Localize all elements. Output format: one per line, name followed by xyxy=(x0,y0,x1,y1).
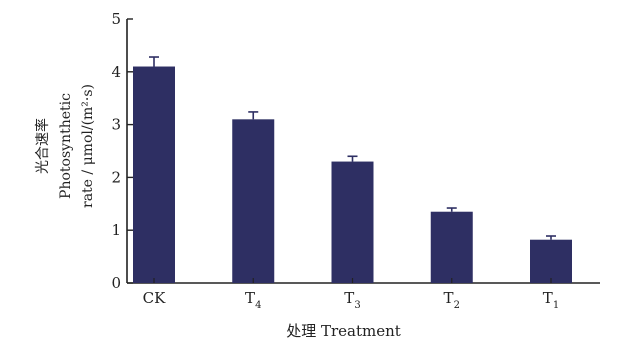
y-tick-label: 2 xyxy=(111,168,121,186)
x-tick-label: CK xyxy=(143,289,166,307)
x-axis-label: 处理 Treatment xyxy=(286,322,401,340)
bar xyxy=(331,161,374,283)
bar xyxy=(530,239,572,283)
ticks: 0 1 2 3 4 5 CK T4 T3 T2 T1 xyxy=(111,10,559,311)
x-tick-label: T2 xyxy=(444,289,460,311)
y-axis-label-line: 光合速率 xyxy=(34,118,51,174)
y-tick-label: 1 xyxy=(111,221,121,239)
x-tick-label: T1 xyxy=(543,289,559,311)
bar xyxy=(133,66,175,284)
bars xyxy=(133,56,572,284)
bar xyxy=(232,119,275,283)
y-tick-label: 3 xyxy=(111,116,121,134)
y-axis-label: 光合速率 Photosynthetic rate / μmol/(m²·s) xyxy=(34,84,96,208)
x-tick-label: T3 xyxy=(344,289,360,311)
y-axis-label-line: rate / μmol/(m²·s) xyxy=(80,84,96,208)
y-tick-label: 5 xyxy=(111,10,121,28)
y-tick-label: 4 xyxy=(111,63,121,81)
x-tick-label: T4 xyxy=(245,289,261,311)
y-tick-label: 0 xyxy=(111,274,121,292)
y-axis-label-line: Photosynthetic xyxy=(58,93,74,199)
bar xyxy=(430,211,473,283)
